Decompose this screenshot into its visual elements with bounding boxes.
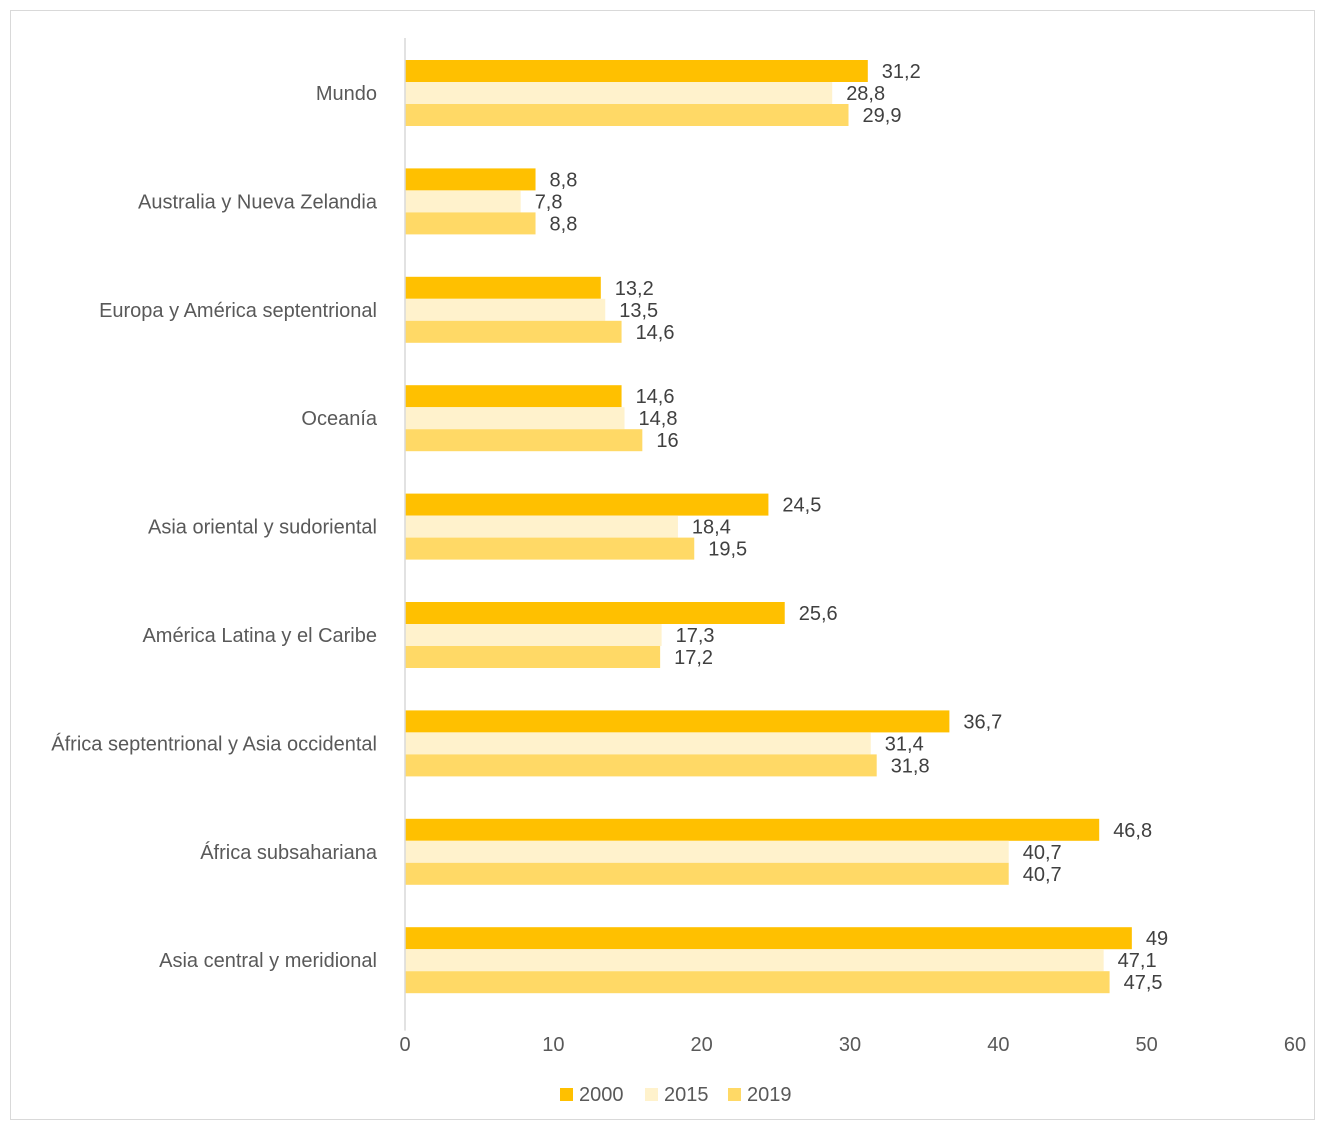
bar [405, 407, 625, 430]
data-label: 31,4 [885, 733, 924, 755]
data-label: 40,7 [1023, 864, 1062, 886]
data-label: 14,6 [636, 322, 675, 344]
data-label: 29,9 [863, 105, 902, 127]
data-label: 31,8 [891, 755, 930, 777]
bar [405, 971, 1110, 994]
bars-layer [405, 60, 1132, 994]
x-tick-label: 40 [987, 1034, 1009, 1056]
bar [405, 818, 1100, 841]
x-tick-label: 20 [691, 1034, 713, 1056]
x-tick-label: 30 [839, 1034, 861, 1056]
x-axis-ticks-layer: 0 10 20 30 40 50 60 [399, 1034, 1306, 1056]
bar [405, 537, 695, 560]
data-label: 46,8 [1113, 820, 1152, 842]
data-label: 28,8 [846, 83, 885, 105]
bar [405, 320, 622, 343]
bar [405, 82, 833, 104]
data-label: 18,4 [692, 517, 731, 539]
x-tick-label: 0 [399, 1034, 410, 1056]
data-label: 47,5 [1124, 972, 1163, 994]
category-label: América Latina y el Caribe [142, 625, 377, 647]
data-labels-layer: 31,228,829,98,87,88,813,213,514,614,614,… [535, 61, 1168, 994]
data-label: 40,7 [1023, 842, 1062, 864]
bar [405, 212, 536, 235]
x-tick-label: 10 [542, 1034, 564, 1056]
data-label: 14,6 [636, 386, 675, 408]
category-label: Asia oriental y sudoriental [148, 517, 377, 539]
bar [405, 646, 661, 668]
category-label: África septentrional y Asia occidental [51, 732, 377, 755]
bar [405, 429, 643, 452]
data-label: 19,5 [708, 539, 747, 561]
data-label: 31,2 [882, 61, 921, 83]
data-label: 17,3 [676, 625, 715, 647]
data-label: 7,8 [535, 191, 563, 213]
data-label: 13,5 [619, 300, 658, 322]
data-label: 47,1 [1118, 950, 1157, 972]
bar [405, 710, 950, 733]
category-labels-layer: Mundo Australia y Nueva Zelandia Europa y … [51, 83, 378, 972]
category-label: África subsahariana [200, 841, 378, 864]
bar [405, 493, 769, 516]
category-label: Europa y América septentrional [99, 300, 377, 322]
bar [405, 385, 622, 408]
bar [405, 104, 849, 126]
legend-label: 2019 [747, 1084, 792, 1106]
data-label: 14,8 [639, 408, 678, 430]
legend-label: 2000 [579, 1084, 624, 1106]
x-tick-label: 60 [1284, 1034, 1306, 1056]
category-label: Oceanía [301, 408, 377, 430]
legend-swatch [560, 1088, 573, 1101]
data-label: 36,7 [963, 711, 1002, 733]
category-label: Mundo [316, 83, 377, 105]
data-label: 49 [1146, 928, 1168, 950]
bar [405, 862, 1009, 885]
bar [405, 60, 868, 82]
data-label: 8,8 [550, 169, 578, 191]
data-label: 24,5 [782, 495, 821, 517]
bar [405, 515, 678, 538]
data-label: 13,2 [615, 278, 654, 300]
data-label: 16 [656, 430, 678, 452]
bar [405, 840, 1009, 863]
category-label: Asia central y meridional [159, 950, 377, 972]
data-label: 17,2 [674, 647, 713, 669]
x-tick-label: 50 [1136, 1034, 1158, 1056]
bar [405, 927, 1132, 950]
bar [405, 298, 606, 321]
legend-swatch [645, 1088, 658, 1101]
bar [405, 732, 871, 755]
data-label: 8,8 [550, 213, 578, 235]
bar [405, 276, 601, 299]
bar [405, 624, 662, 646]
bar [405, 949, 1104, 972]
category-label: Australia y Nueva Zelandia [138, 191, 378, 213]
bar [405, 168, 536, 191]
bar [405, 190, 521, 213]
bar [405, 602, 785, 624]
data-label: 25,6 [799, 603, 838, 625]
legend-label: 2015 [664, 1084, 709, 1106]
bar [405, 754, 877, 777]
legend: 2000 2015 2019 [560, 1084, 792, 1106]
legend-swatch [728, 1088, 741, 1101]
